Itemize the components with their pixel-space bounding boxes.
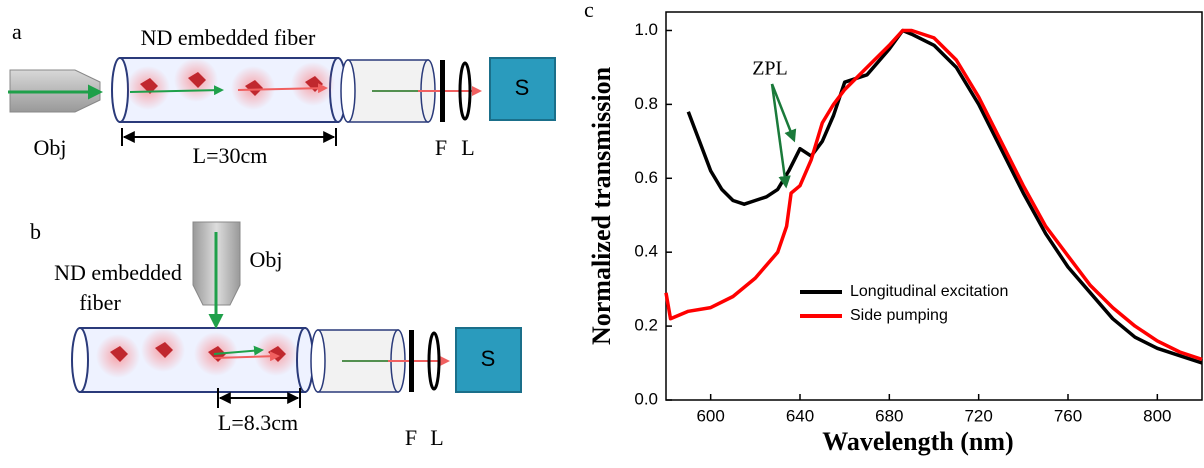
panel-label: a xyxy=(12,19,22,44)
filter-label: F xyxy=(405,425,417,450)
fiber-label: fiber xyxy=(79,290,121,315)
spectrometer xyxy=(455,327,522,393)
panel-label: b xyxy=(30,219,41,244)
series-line xyxy=(686,28,1203,365)
annotation-arrow xyxy=(770,83,797,143)
length-label: L=8.3cm xyxy=(218,410,298,435)
emission xyxy=(237,83,328,94)
series-line xyxy=(664,28,1203,362)
lens-label: L xyxy=(461,135,474,160)
y-tick-label: 0.2 xyxy=(634,316,658,335)
y-tick-label: 0.6 xyxy=(634,168,658,187)
pump-beam xyxy=(129,85,224,96)
length-label: L=30cm xyxy=(193,143,268,168)
y-tick-label: 0.4 xyxy=(634,242,658,261)
y-axis-title: Normalized transmission xyxy=(587,66,616,345)
fiber-label: ND embedded xyxy=(54,260,182,285)
lens xyxy=(427,331,441,391)
nanodiamonds xyxy=(96,328,298,378)
diagram-a: a ND embedded fiber Obj L=30cm S F L xyxy=(8,19,556,168)
fiber-label: ND embedded fiber xyxy=(141,25,316,50)
spectrometer-label: S xyxy=(481,346,496,371)
legend-label: Side pumping xyxy=(850,307,948,324)
filter xyxy=(440,60,445,122)
objective-label: Obj xyxy=(34,135,67,160)
y-tick-label: 0.8 xyxy=(634,94,658,113)
y-tick-label: 1.0 xyxy=(634,20,658,39)
x-tick-label: 800 xyxy=(1143,406,1171,425)
x-axis-title: Wavelength (nm) xyxy=(822,427,1013,456)
x-tick-label: 600 xyxy=(696,406,724,425)
x-tick-label: 760 xyxy=(1054,406,1082,425)
spectrometer xyxy=(489,57,556,121)
filter xyxy=(409,330,414,392)
x-tick-label: 720 xyxy=(964,406,992,425)
plot-frame xyxy=(665,11,1203,401)
nanodiamonds xyxy=(126,58,335,110)
x-tick-label: 640 xyxy=(786,406,814,425)
diagram-b: b ND embedded fiber Obj L=8.3cm S F L xyxy=(30,219,522,450)
objective-label: Obj xyxy=(250,247,283,272)
lens-label: L xyxy=(430,425,443,450)
panel-label: c xyxy=(584,0,594,22)
annotation: ZPL xyxy=(752,58,788,80)
fiber-end xyxy=(111,57,129,123)
annotation-arrow xyxy=(770,83,791,189)
y-tick-label: 0.0 xyxy=(634,389,658,408)
legend-label: Longitudinal excitation xyxy=(850,283,1008,300)
lens xyxy=(458,61,472,121)
chart: c Wavelength (nm) Normalized transmissio… xyxy=(584,0,1203,456)
spectrometer-label: S xyxy=(515,75,530,100)
x-tick-label: 680 xyxy=(875,406,903,425)
filter-label: F xyxy=(435,135,447,160)
